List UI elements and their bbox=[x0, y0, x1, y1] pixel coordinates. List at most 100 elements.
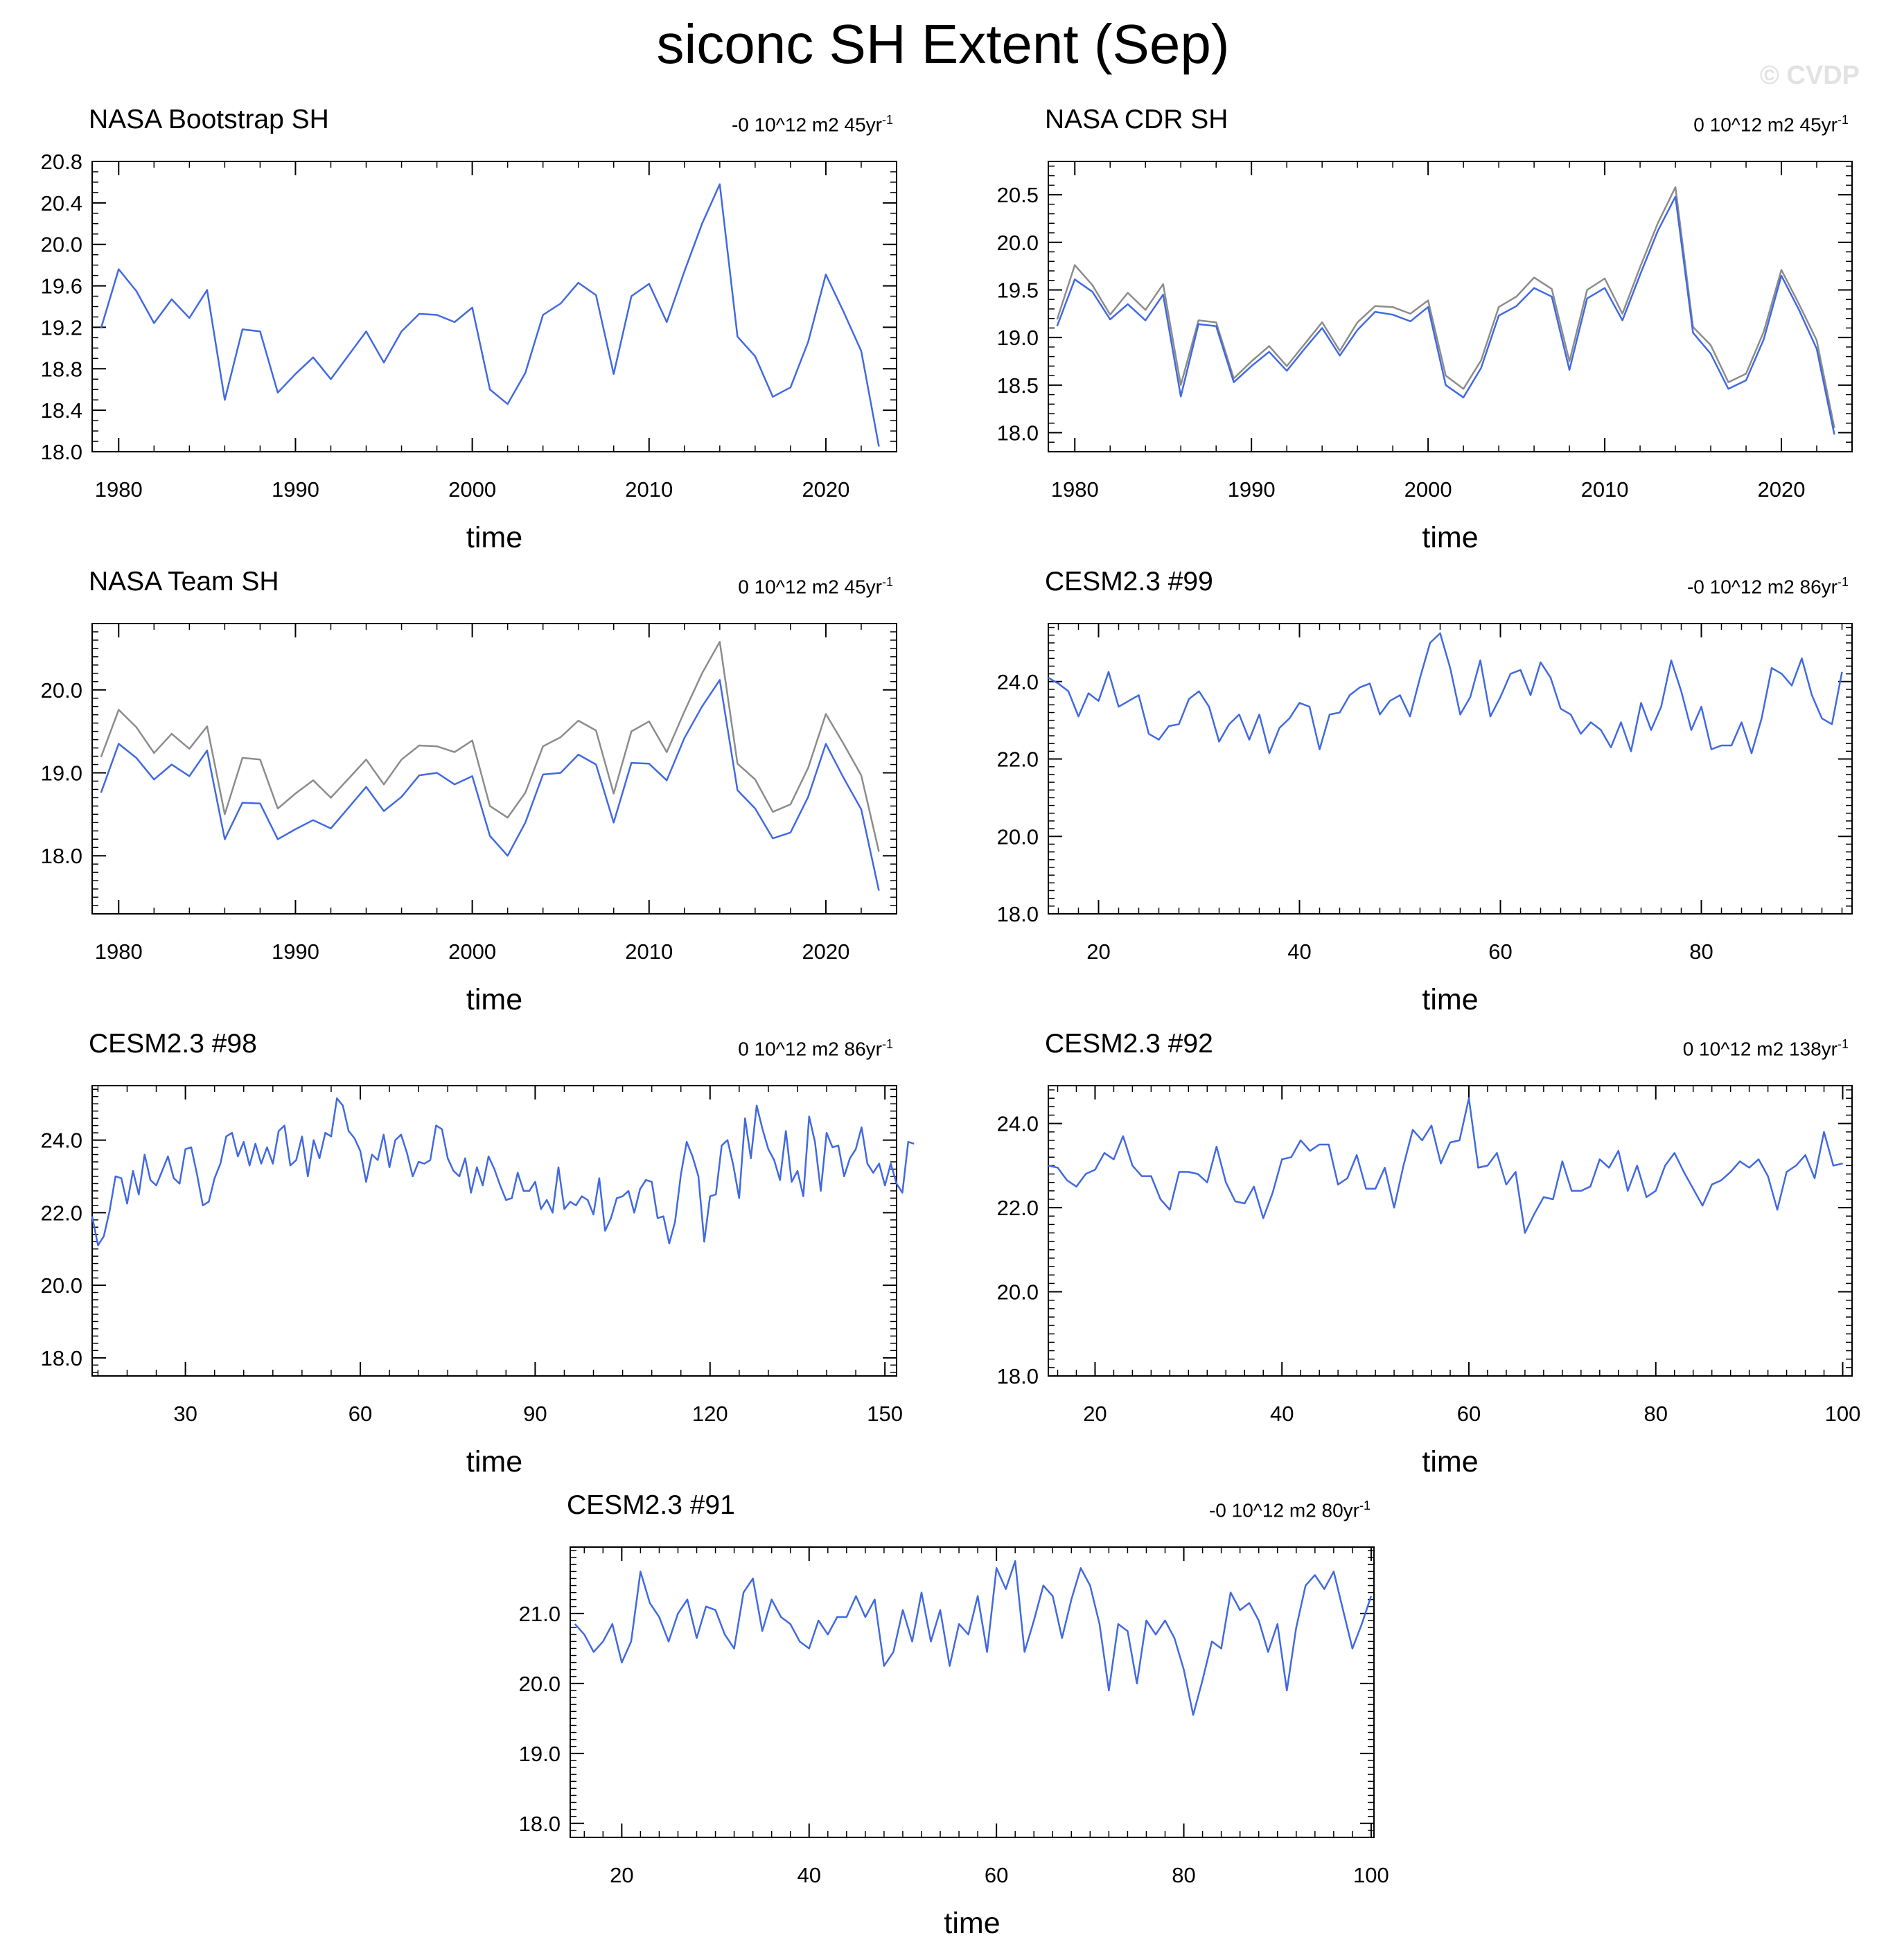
main-title: siconc SH Extent (Sep) bbox=[656, 13, 1230, 75]
trend-label: -0 10^12 m2 86yr-1 bbox=[1364, 570, 1849, 599]
chart-title: CESM2.3 #91 bbox=[567, 1490, 735, 1520]
x-tick-label: 2000 bbox=[448, 477, 496, 502]
trend-exponent: -1 bbox=[881, 1037, 893, 1051]
trend-label: -0 10^12 m2 45yr-1 bbox=[408, 107, 893, 137]
y-tick-label: 18.0 bbox=[997, 1364, 1039, 1388]
y-tick-label: 22.0 bbox=[41, 1201, 82, 1225]
plot-area: 18.0 20.0 22.0 24.0 20 40 60 80 time bbox=[997, 623, 1853, 1016]
trend-exponent: -1 bbox=[1359, 1499, 1371, 1512]
y-tick-label: 22.0 bbox=[997, 1196, 1039, 1220]
y-tick-label: 18.0 bbox=[997, 902, 1039, 926]
trend-exponent: -1 bbox=[1837, 113, 1849, 127]
y-tick-label: 20.8 bbox=[41, 150, 82, 174]
y-tick-label: 19.6 bbox=[41, 274, 82, 299]
plot-area: 18.0 18.5 19.0 19.5 20.0 20.5 1980 1990 2000 2010… bbox=[997, 161, 1853, 554]
x-axis-label: time bbox=[1422, 983, 1478, 1016]
series-line bbox=[100, 679, 880, 891]
x-tick-label: 2020 bbox=[802, 477, 849, 502]
x-tick-label: 80 bbox=[1644, 1402, 1668, 1426]
plot-frame bbox=[91, 161, 897, 452]
plot-area: 18.0 20.0 22.0 24.0 30 60 90 120 150 time bbox=[41, 1085, 915, 1478]
x-tick-label: 1990 bbox=[1228, 477, 1276, 502]
x-tick-label: 40 bbox=[1287, 939, 1311, 964]
trend-label: 0 10^12 m2 138yr-1 bbox=[1364, 1032, 1849, 1061]
plot-area: 18.0 19.0 20.0 21.0 20 40 60 80 100 time bbox=[519, 1546, 1389, 1940]
plot-frame bbox=[1048, 161, 1853, 452]
series-line bbox=[91, 1097, 915, 1246]
x-tick-label: 80 bbox=[1172, 1863, 1195, 1887]
series-line bbox=[574, 1560, 1373, 1716]
y-tick-label: 20.0 bbox=[41, 233, 82, 257]
trend-exponent: -1 bbox=[1837, 1037, 1849, 1051]
x-axis-label: time bbox=[466, 521, 522, 554]
x-tick-label: 2020 bbox=[1758, 477, 1806, 502]
y-tick-label: 18.0 bbox=[519, 1812, 561, 1836]
x-tick-label: 20 bbox=[1086, 939, 1110, 964]
plot-frame bbox=[1048, 1085, 1853, 1377]
x-tick-label: 2010 bbox=[625, 477, 673, 502]
y-tick-label: 19.5 bbox=[997, 278, 1039, 302]
x-axis-label: time bbox=[466, 1445, 522, 1478]
y-tick-label: 24.0 bbox=[997, 670, 1039, 694]
y-tick-label: 19.0 bbox=[41, 761, 82, 785]
y-tick-label: 18.5 bbox=[997, 373, 1039, 398]
chart-title: NASA CDR SH bbox=[1045, 105, 1228, 134]
plot-frame bbox=[1048, 623, 1853, 915]
x-axis-label: time bbox=[466, 983, 522, 1016]
y-tick-label: 18.0 bbox=[997, 421, 1039, 445]
x-tick-label: 80 bbox=[1689, 939, 1713, 964]
y-tick-label: 18.0 bbox=[41, 1346, 82, 1370]
trend-label: 0 10^12 m2 86yr-1 bbox=[408, 1032, 893, 1061]
plot-area: 18.0 19.0 20.0 1980 1990 2000 2010 2020 time bbox=[41, 623, 897, 1016]
x-tick-label: 1980 bbox=[95, 939, 143, 964]
x-tick-label: 90 bbox=[523, 1402, 547, 1426]
x-tick-label: 100 bbox=[1353, 1863, 1389, 1887]
x-tick-label: 20 bbox=[1083, 1402, 1107, 1426]
x-tick-label: 60 bbox=[349, 1402, 372, 1426]
trend-exponent: -1 bbox=[881, 575, 893, 589]
x-tick-label: 20 bbox=[610, 1863, 633, 1887]
y-tick-label: 24.0 bbox=[41, 1129, 82, 1153]
x-tick-label: 1980 bbox=[1051, 477, 1099, 502]
x-tick-label: 2010 bbox=[1581, 477, 1629, 502]
y-tick-label: 20.5 bbox=[997, 183, 1039, 207]
x-tick-label: 60 bbox=[1457, 1402, 1481, 1426]
y-tick-label: 20.0 bbox=[41, 1273, 82, 1298]
y-tick-label: 20.0 bbox=[997, 1280, 1039, 1305]
x-tick-label: 40 bbox=[1270, 1402, 1294, 1426]
y-tick-label: 18.0 bbox=[41, 440, 82, 464]
trend-value: 0 10^12 m2 86yr bbox=[738, 1038, 882, 1060]
trend-label: 0 10^12 m2 45yr-1 bbox=[408, 570, 893, 599]
y-tick-label: 19.0 bbox=[997, 326, 1039, 350]
x-tick-label: 1990 bbox=[272, 939, 319, 964]
y-tick-label: 20.4 bbox=[41, 191, 82, 215]
x-tick-label: 100 bbox=[1825, 1402, 1861, 1426]
trend-value: -0 10^12 m2 86yr bbox=[1686, 576, 1837, 598]
y-tick-label: 18.8 bbox=[41, 357, 82, 381]
y-tick-label: 18.0 bbox=[41, 844, 82, 868]
plot-area: 18.0 18.4 18.8 19.2 19.6 20.0 20.4 20.8 1980 1990… bbox=[41, 150, 897, 554]
y-tick-label: 24.0 bbox=[997, 1112, 1039, 1136]
chart-title: CESM2.3 #98 bbox=[89, 1029, 257, 1059]
watermark: © CVDP bbox=[1759, 61, 1860, 90]
y-tick-label: 20.0 bbox=[997, 824, 1039, 849]
trend-label: 0 10^12 m2 45yr-1 bbox=[1364, 107, 1849, 137]
y-tick-label: 22.0 bbox=[997, 748, 1039, 772]
trend-value: -0 10^12 m2 80yr bbox=[1208, 1499, 1359, 1521]
trend-exponent: -1 bbox=[1837, 575, 1849, 589]
x-tick-label: 2010 bbox=[625, 939, 673, 964]
x-tick-label: 1980 bbox=[95, 477, 143, 502]
trend-exponent: -1 bbox=[881, 113, 893, 127]
x-axis-label: time bbox=[1422, 521, 1478, 554]
y-tick-label: 18.4 bbox=[41, 398, 82, 423]
x-tick-label: 150 bbox=[867, 1402, 903, 1426]
x-tick-label: 2000 bbox=[448, 939, 496, 964]
plot-frame bbox=[570, 1546, 1375, 1838]
trend-label: -0 10^12 m2 80yr-1 bbox=[885, 1493, 1371, 1523]
trend-value: -0 10^12 m2 45yr bbox=[731, 114, 882, 136]
obs-series-line bbox=[1056, 186, 1835, 428]
y-tick-label: 20.0 bbox=[997, 231, 1039, 255]
x-axis-label: time bbox=[944, 1907, 1000, 1940]
chart-title: NASA Team SH bbox=[89, 567, 279, 597]
series-line bbox=[100, 183, 880, 447]
